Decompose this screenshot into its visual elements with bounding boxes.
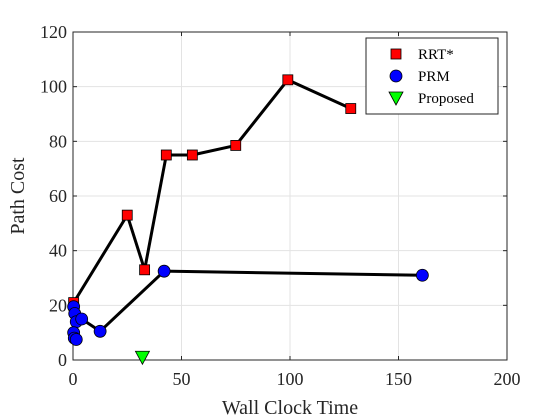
axis-ticks: 0 50 100 150 200 0 20 40 60 80 100 120 (40, 22, 521, 389)
proposed-point (134, 350, 151, 366)
prm-point (415, 268, 429, 282)
legend-prm-label: PRM (418, 69, 450, 85)
x-tick-label: 50 (173, 369, 191, 389)
legend-box (365, 37, 499, 115)
y-tick-label: 100 (40, 77, 67, 97)
y-tick-label: 80 (49, 131, 67, 151)
rrt-point (139, 264, 151, 276)
y-tick-label: 60 (49, 186, 67, 206)
x-tick-label: 100 (277, 369, 304, 389)
y-axis-label: Path Cost (7, 157, 29, 235)
x-tick-label: 0 (69, 369, 78, 389)
y-tick-label: 120 (40, 22, 67, 42)
prm-series-line (72, 269, 423, 333)
x-tick-label: 150 (385, 369, 412, 389)
x-tick-label: 200 (494, 369, 521, 389)
legend-proposed-marker (388, 91, 404, 106)
y-tick-label: 40 (49, 241, 67, 261)
rrt-point (282, 74, 294, 86)
prm-point (69, 333, 83, 346)
rrt-point (160, 149, 172, 161)
x-axis-label: Wall Clock Time (222, 397, 358, 419)
series-markers (67, 74, 429, 366)
legend-proposed-label: Proposed (418, 91, 474, 107)
prm-point (75, 312, 89, 326)
legend-prm-marker (389, 69, 403, 83)
rrt-point (230, 140, 242, 151)
rrt-point (186, 149, 198, 161)
y-tick-label: 20 (49, 295, 67, 315)
rrt-series-line (72, 78, 352, 304)
legend: RRT* PRM Proposed (365, 37, 499, 115)
legend-rrt-marker (390, 48, 402, 60)
legend-rrt-label: RRT* (418, 47, 454, 63)
series-lines (72, 78, 423, 333)
y-tick-label: 0 (58, 350, 67, 370)
prm-point (93, 324, 107, 338)
rrt-point (345, 103, 357, 114)
rrt-point (121, 209, 133, 221)
prm-point (157, 264, 171, 278)
